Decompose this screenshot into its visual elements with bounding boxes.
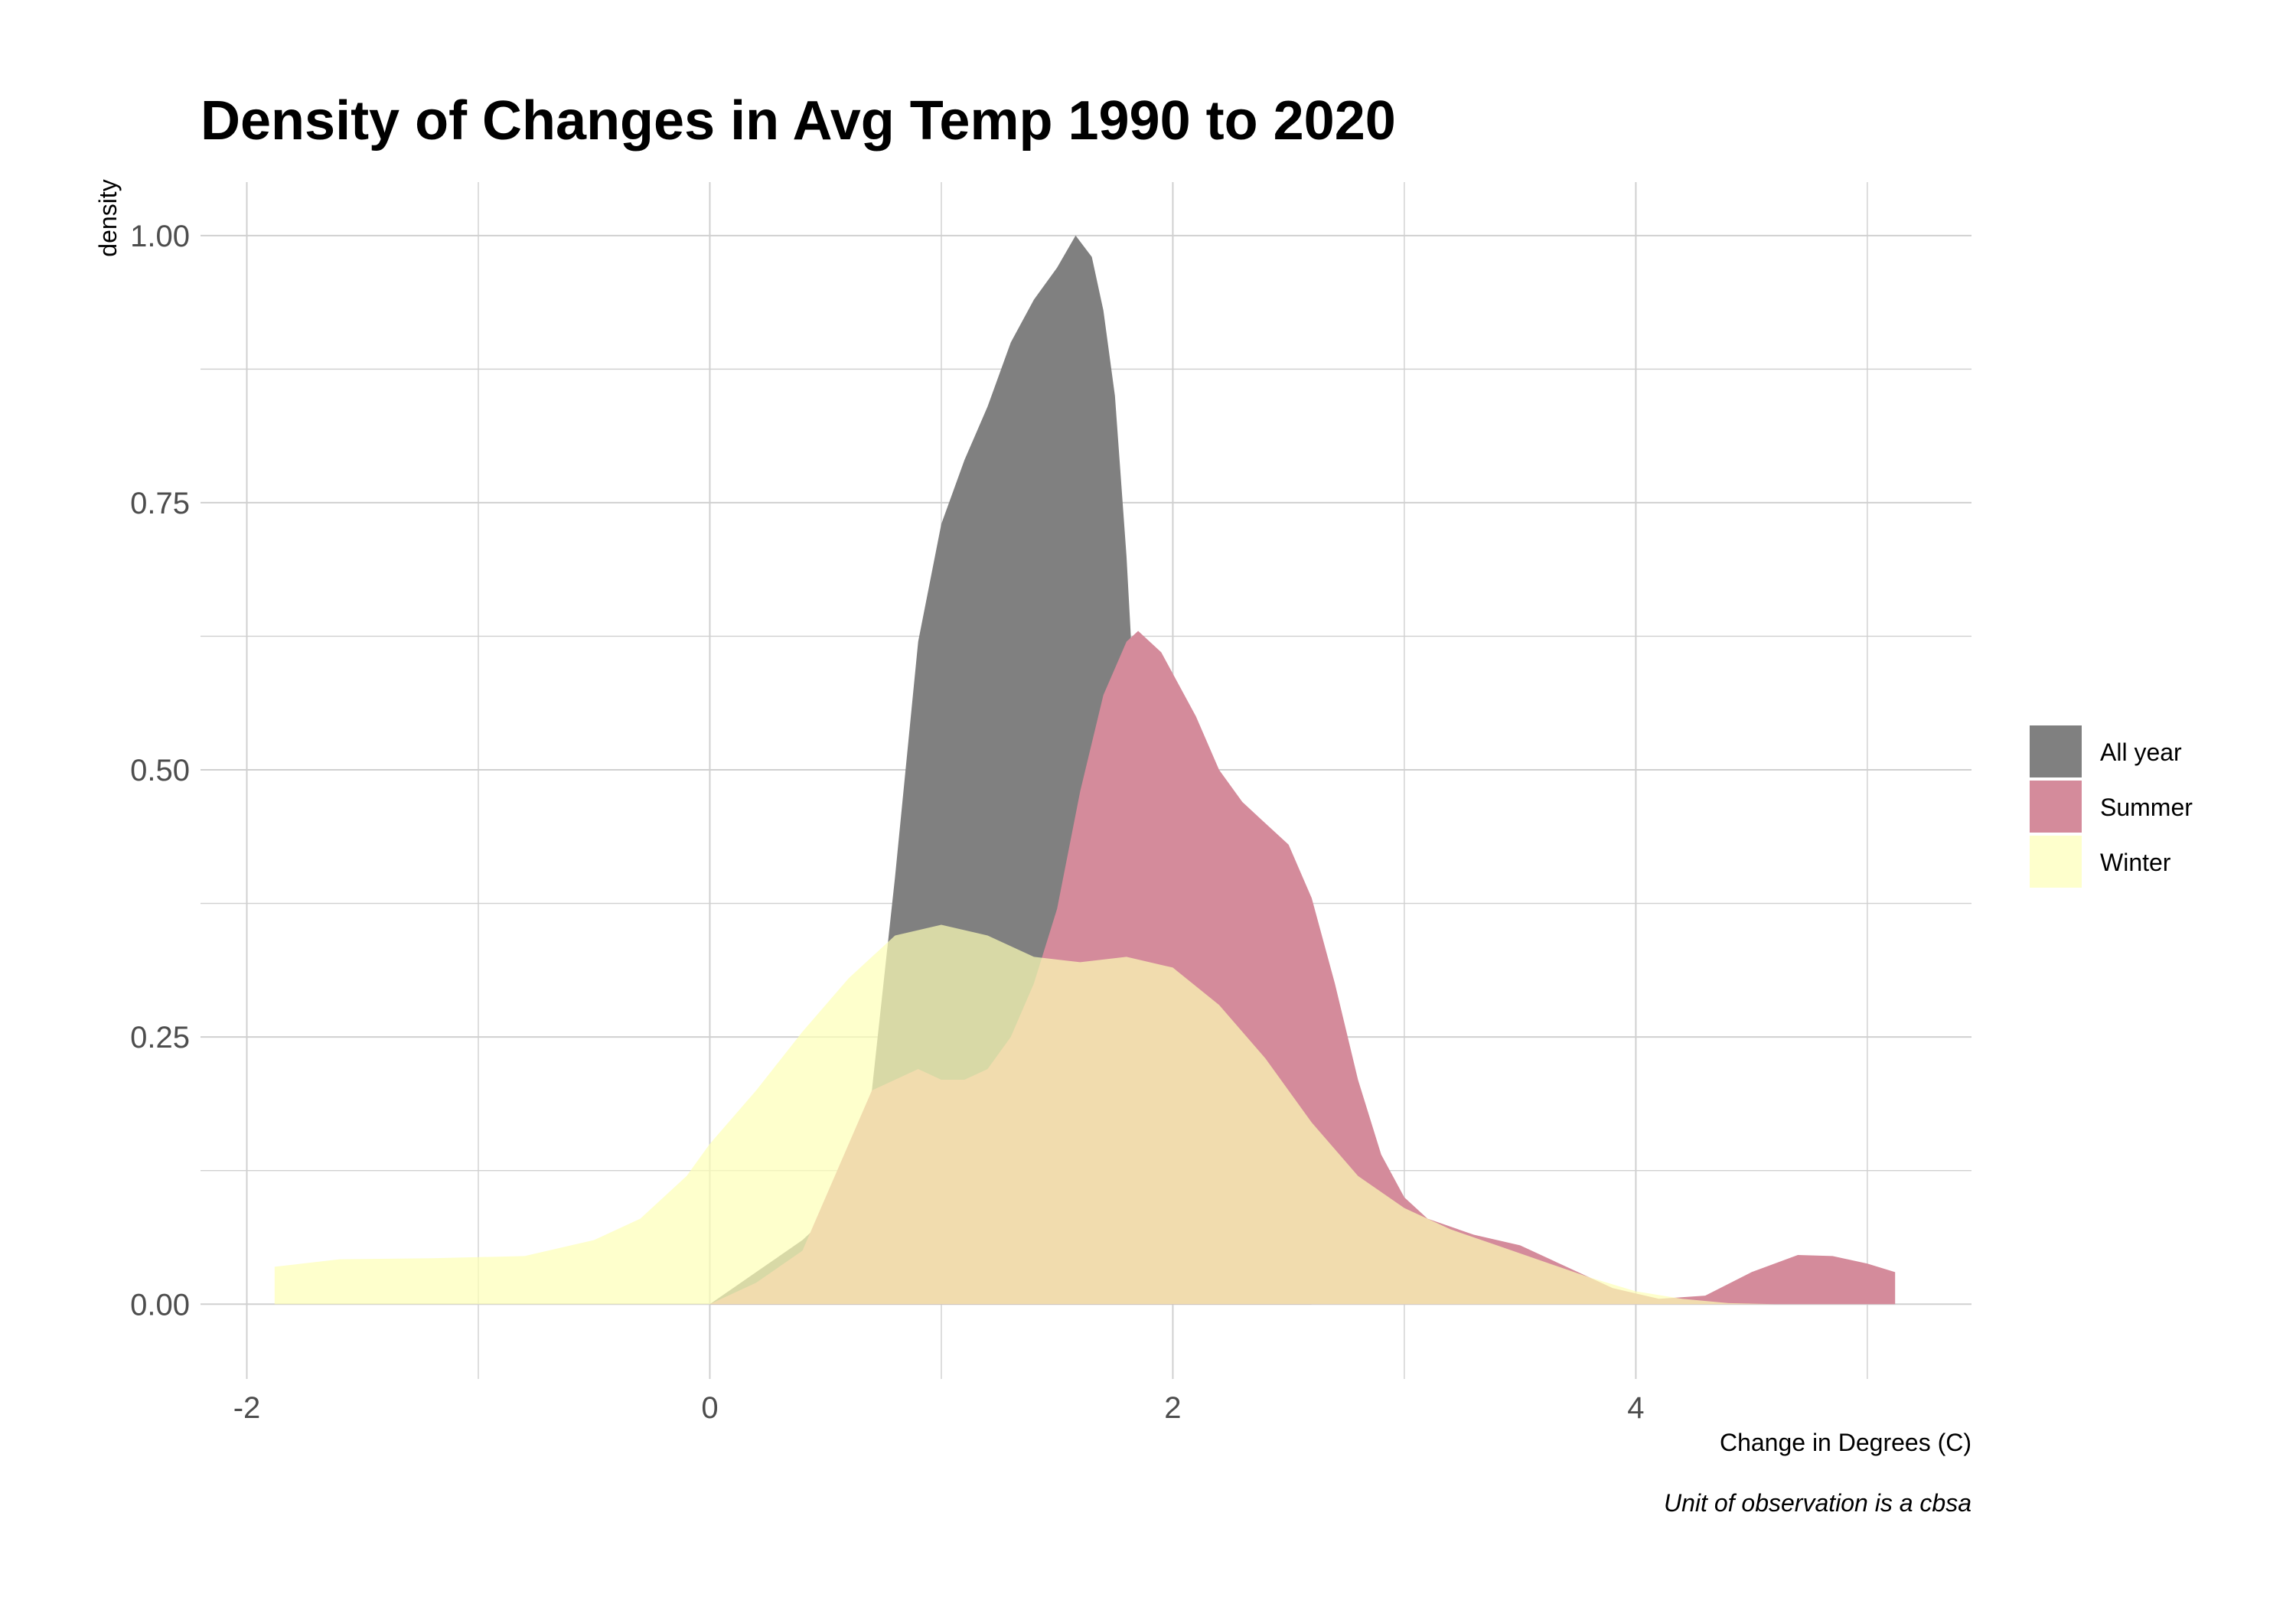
legend-label-winter: Winter [2100,849,2171,876]
x-axis-title: Change in Degrees (C) [1720,1429,1971,1456]
chart-title: Density of Changes in Avg Temp 1990 to 2… [201,90,1396,152]
y-axis-title: density [94,179,122,256]
legend-swatch-summer [2030,781,2082,833]
x-tick-label: -2 [233,1391,261,1425]
legend: All year Summer Winter [2030,725,2193,888]
axis-labels: -2 0 2 4 0.00 0.25 0.50 0.75 1.00 [130,220,1644,1425]
density-areas [274,235,1896,1305]
y-tick-label: 0.00 [130,1288,190,1322]
density-area-all-year [709,235,1336,1305]
density-area-winter [274,924,1775,1305]
x-tick-label: 4 [1627,1391,1644,1425]
y-tick-label: 1.00 [130,220,190,253]
legend-swatch-winter [2030,836,2082,888]
grid-lines [201,182,1971,1379]
y-tick-label: 0.50 [130,754,190,787]
y-tick-label: 0.25 [130,1021,190,1054]
chart-caption: Unit of observation is a cbsa [1664,1489,1971,1517]
legend-label-summer: Summer [2100,794,2193,821]
y-tick-label: 0.75 [130,487,190,520]
legend-label-all-year: All year [2100,738,2182,766]
legend-swatch-all-year [2030,725,2082,777]
x-tick-label: 0 [701,1391,718,1425]
x-tick-label: 2 [1164,1391,1181,1425]
